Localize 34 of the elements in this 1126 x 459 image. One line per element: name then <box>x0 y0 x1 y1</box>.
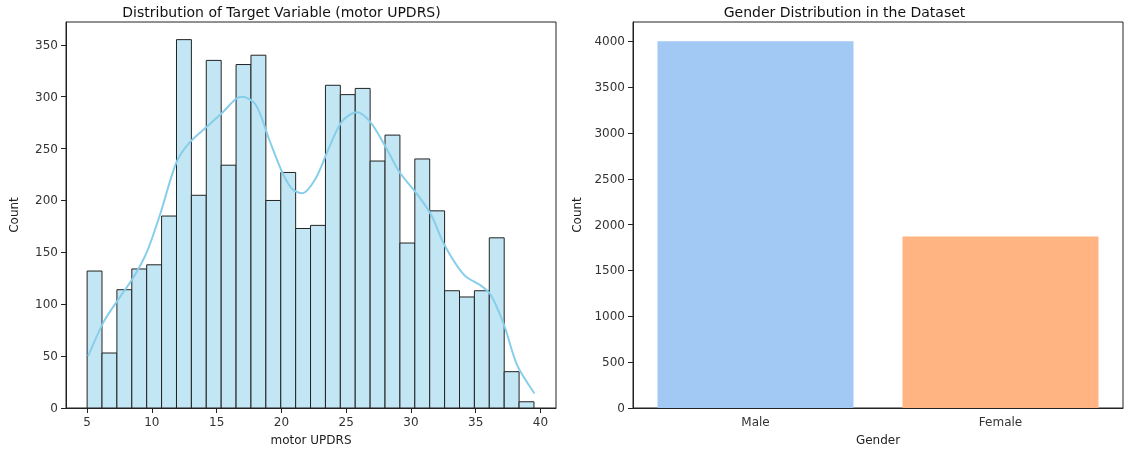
y-axis-title: Count <box>7 196 21 233</box>
x-axis-title: Gender <box>855 433 901 447</box>
y-tick-label: 50 <box>42 349 58 364</box>
x-axis-title: motor UPDRS <box>270 433 352 447</box>
x-tick-label: 20 <box>273 415 290 429</box>
y-tick-label: 500 <box>602 355 625 370</box>
x-tick-label: 10 <box>144 415 160 429</box>
y-tick-label: 150 <box>35 245 58 260</box>
y-tick-label: 4000 <box>594 34 625 49</box>
chart-title: Gender Distribution in the Dataset <box>723 4 966 20</box>
y-axis-title: Count <box>570 196 584 233</box>
x-tick-label: 5 <box>83 415 91 429</box>
y-tick-label: 1500 <box>594 263 625 278</box>
y-tick-label: 250 <box>35 141 58 156</box>
y-tick-label: 300 <box>35 89 58 104</box>
y-tick-label: 200 <box>35 193 58 208</box>
y-tick-label: 2500 <box>594 171 625 186</box>
y-tick-label: 3500 <box>594 80 625 95</box>
y-tick-label: 3000 <box>594 125 625 140</box>
y-tick-label: 100 <box>35 297 58 312</box>
x-tick-label: 40 <box>532 415 549 429</box>
y-tick-label: 350 <box>35 37 58 52</box>
x-tick-label: 35 <box>468 415 484 429</box>
line-series <box>87 95 536 395</box>
x-tick-label: Female <box>978 415 1023 429</box>
y-tick-label: 0 <box>617 401 625 415</box>
y-tick-label: 2000 <box>594 217 625 232</box>
x-tick-label: 15 <box>209 415 225 429</box>
chart-title: Distribution of Target Variable (motor UPDRS) <box>122 4 441 20</box>
x-tick-label: 30 <box>403 415 419 429</box>
x-tick-label: 25 <box>338 415 354 429</box>
y-tick-label: 1000 <box>594 309 625 324</box>
y-tick-label: 0 <box>50 401 58 415</box>
x-tick-label: Male <box>741 415 770 429</box>
